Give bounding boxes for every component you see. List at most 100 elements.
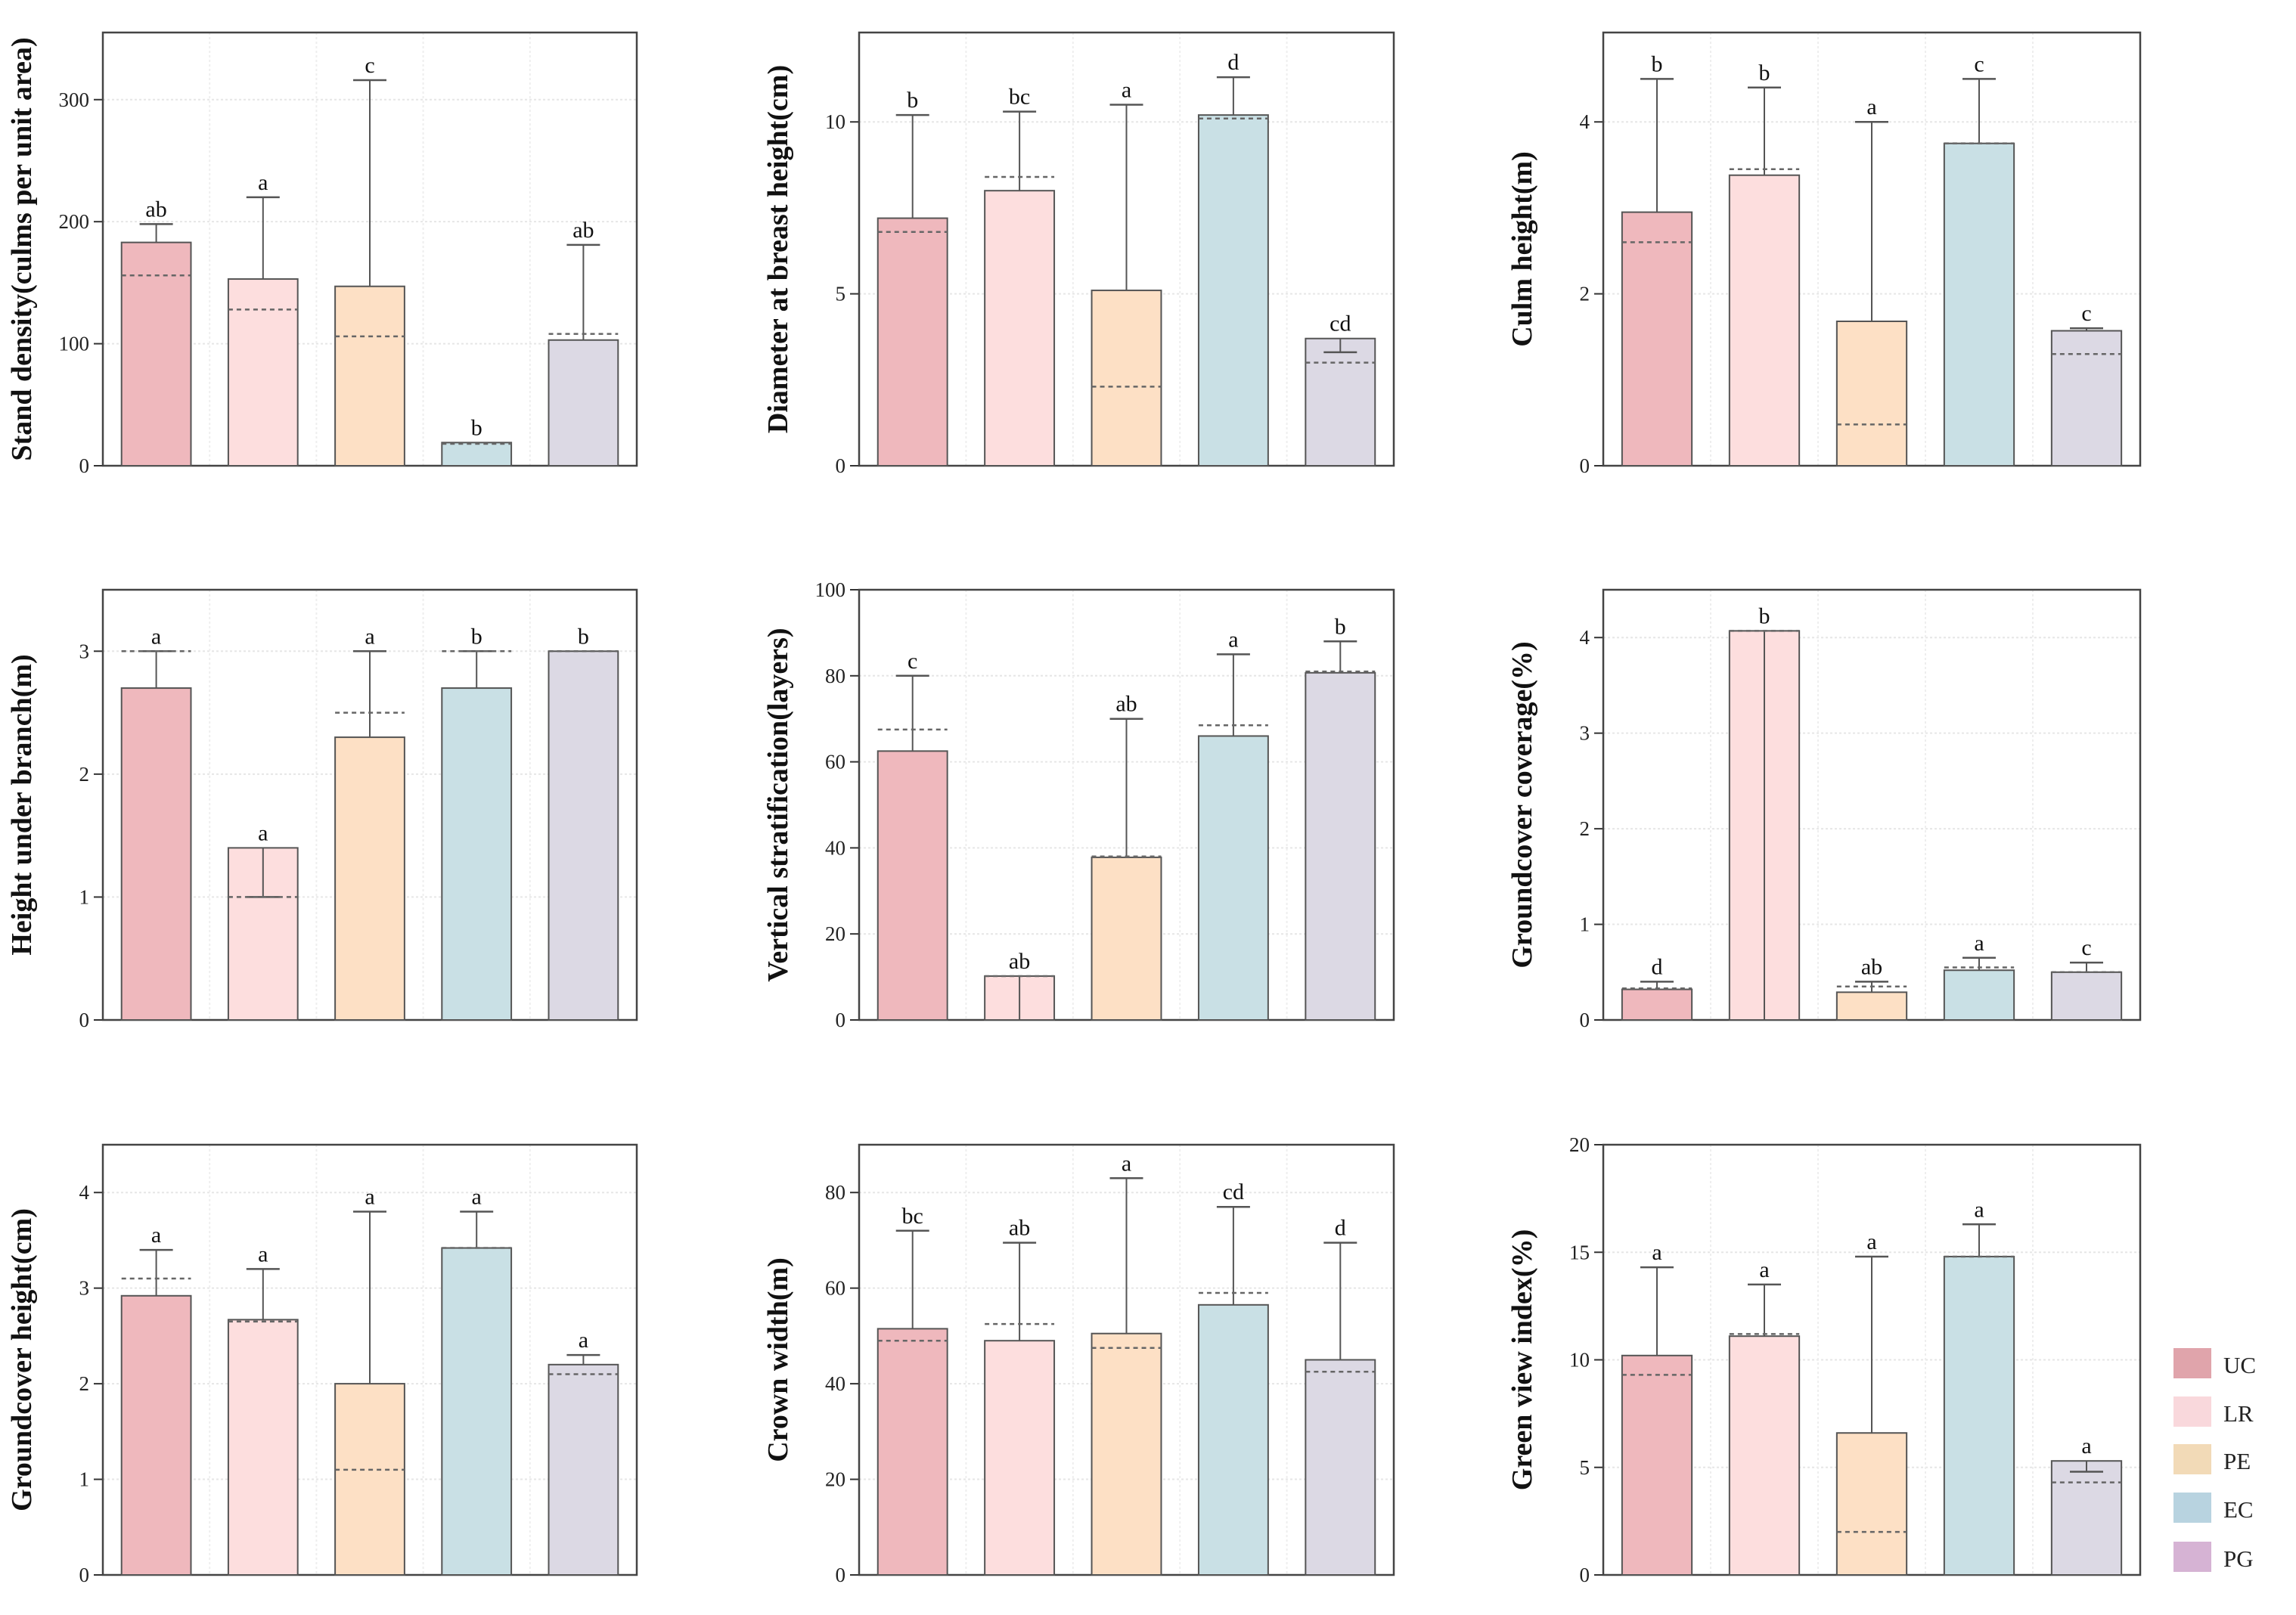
y-tick-label: 20: [825, 922, 845, 945]
significance-letter: b: [471, 624, 482, 649]
significance-letter: b: [1335, 614, 1346, 639]
bar: [120, 687, 192, 1021]
bar: [1091, 1332, 1162, 1576]
y-tick-label: 15: [1569, 1241, 1590, 1263]
bar-group-pg: ab: [548, 218, 619, 467]
y-tick-label: 2: [79, 1372, 90, 1395]
y-tick-label: 40: [825, 1372, 845, 1395]
significance-letter: ab: [1861, 954, 1882, 979]
bar: [334, 285, 405, 467]
bar-group-uc: a: [120, 624, 192, 1021]
y-tick-label: 1: [79, 1468, 90, 1491]
y-axis-label: Vertical stratification(layers): [762, 628, 794, 981]
bar: [1728, 174, 1801, 467]
significance-letter: cd: [1223, 1179, 1244, 1204]
bar-group-ec: d: [1197, 50, 1269, 467]
bar: [334, 736, 405, 1021]
bar: [227, 1319, 299, 1576]
bar: [548, 1363, 619, 1576]
significance-letter: d: [1227, 50, 1239, 75]
significance-letter: a: [1652, 1240, 1661, 1265]
significance-letter: b: [471, 415, 482, 440]
significance-letter: bc: [902, 1204, 923, 1229]
legend-swatch: [2173, 1493, 2211, 1523]
significance-letter: a: [1974, 1197, 1984, 1222]
legend-item-lr: LR: [2173, 1396, 2254, 1427]
bar: [877, 217, 948, 467]
legend-item-ec: EC: [2173, 1493, 2254, 1523]
y-tick-label: 80: [825, 1181, 845, 1204]
bar-group-pg: c: [2050, 301, 2123, 467]
significance-letter: a: [1122, 78, 1131, 103]
chart-panel: 0 100 200 300 Stand density(culms per unit a…: [6, 31, 638, 477]
y-tick-label: 40: [825, 836, 845, 859]
bar-group-lr: ab: [984, 949, 1056, 1021]
significance-letter: c: [2081, 301, 2091, 326]
significance-letter: a: [1759, 1257, 1769, 1282]
bar-group-pe: c: [334, 53, 405, 467]
bar: [1621, 211, 1693, 467]
significance-letter: d: [1335, 1216, 1346, 1241]
chart-panel: 0 1 2 3 4 Groundcover coverage(%) d b ab a c: [1506, 588, 2142, 1031]
y-axis-label: Crown width(m): [762, 1257, 794, 1462]
y-tick-label: 10: [825, 110, 845, 133]
y-tick-label: 0: [79, 1009, 90, 1031]
bar: [1728, 1335, 1801, 1576]
bar-group-ec: b: [441, 415, 513, 467]
bar-group-ec: a: [1943, 1197, 2015, 1576]
bar-group-uc: c: [877, 649, 948, 1021]
y-tick-label: 60: [825, 751, 845, 773]
bar-group-pe: ab: [1091, 692, 1162, 1021]
bar-group-lr: a: [227, 820, 299, 1021]
significance-letter: cd: [1330, 312, 1351, 336]
y-tick-label: 1: [79, 885, 90, 908]
bar-group-pe: ab: [1835, 954, 1908, 1021]
bar: [877, 1328, 948, 1576]
bar-group-lr: a: [1728, 1257, 1801, 1576]
bar-group-ec: a: [1197, 627, 1269, 1021]
bar: [2050, 330, 2123, 467]
y-tick-label: 60: [825, 1277, 845, 1300]
y-tick-label: 3: [79, 640, 90, 662]
y-tick-label: 2: [1580, 817, 1590, 840]
chart-panel: 0 1 2 3 Height under branch(m) a a a b b: [6, 588, 638, 1031]
bar-group-pe: a: [1835, 1229, 1908, 1576]
chart-panel: 0 2 4 Culm height(m) b b a c c: [1506, 31, 2142, 477]
bar: [441, 687, 513, 1021]
bar-group-pe: a: [334, 1185, 405, 1576]
significance-letter: b: [1759, 603, 1770, 628]
bar: [1091, 290, 1162, 467]
chart-panel: 0 5 10 Diameter at breast height(cm) b bc a d cd: [762, 31, 1395, 477]
legend-label: LR: [2223, 1400, 2254, 1427]
significance-letter: a: [258, 820, 268, 845]
significance-letter: c: [908, 649, 917, 674]
bar-group-lr: a: [227, 1241, 299, 1576]
bar: [1621, 988, 1693, 1021]
significance-letter: d: [1652, 954, 1663, 979]
bar: [1835, 321, 1908, 467]
legend-item-uc: UC: [2173, 1348, 2256, 1378]
y-tick-label: 10: [1569, 1349, 1590, 1372]
significance-letter: a: [1974, 931, 1984, 956]
significance-letter: a: [1866, 95, 1876, 119]
significance-letter: c: [2081, 935, 2091, 960]
bar-group-uc: a: [1621, 1240, 1693, 1576]
bar-group-lr: b: [1728, 603, 1801, 1021]
y-tick-label: 0: [1580, 1564, 1590, 1586]
y-axis-label: Stand density(culms per unit area): [6, 37, 38, 460]
bar: [1943, 142, 2015, 467]
y-tick-label: 0: [836, 1564, 846, 1586]
bar: [548, 339, 619, 467]
y-tick-label: 4: [1580, 626, 1590, 649]
bar: [1621, 1354, 1693, 1576]
significance-letter: a: [258, 170, 268, 195]
bar: [1305, 1359, 1376, 1576]
y-tick-label: 4: [1580, 110, 1590, 133]
y-tick-label: 100: [815, 578, 846, 601]
y-tick-label: 100: [59, 333, 90, 355]
bar: [877, 750, 948, 1021]
bar: [1943, 1255, 2015, 1576]
bar: [1197, 1303, 1269, 1576]
y-tick-label: 0: [79, 1564, 90, 1586]
